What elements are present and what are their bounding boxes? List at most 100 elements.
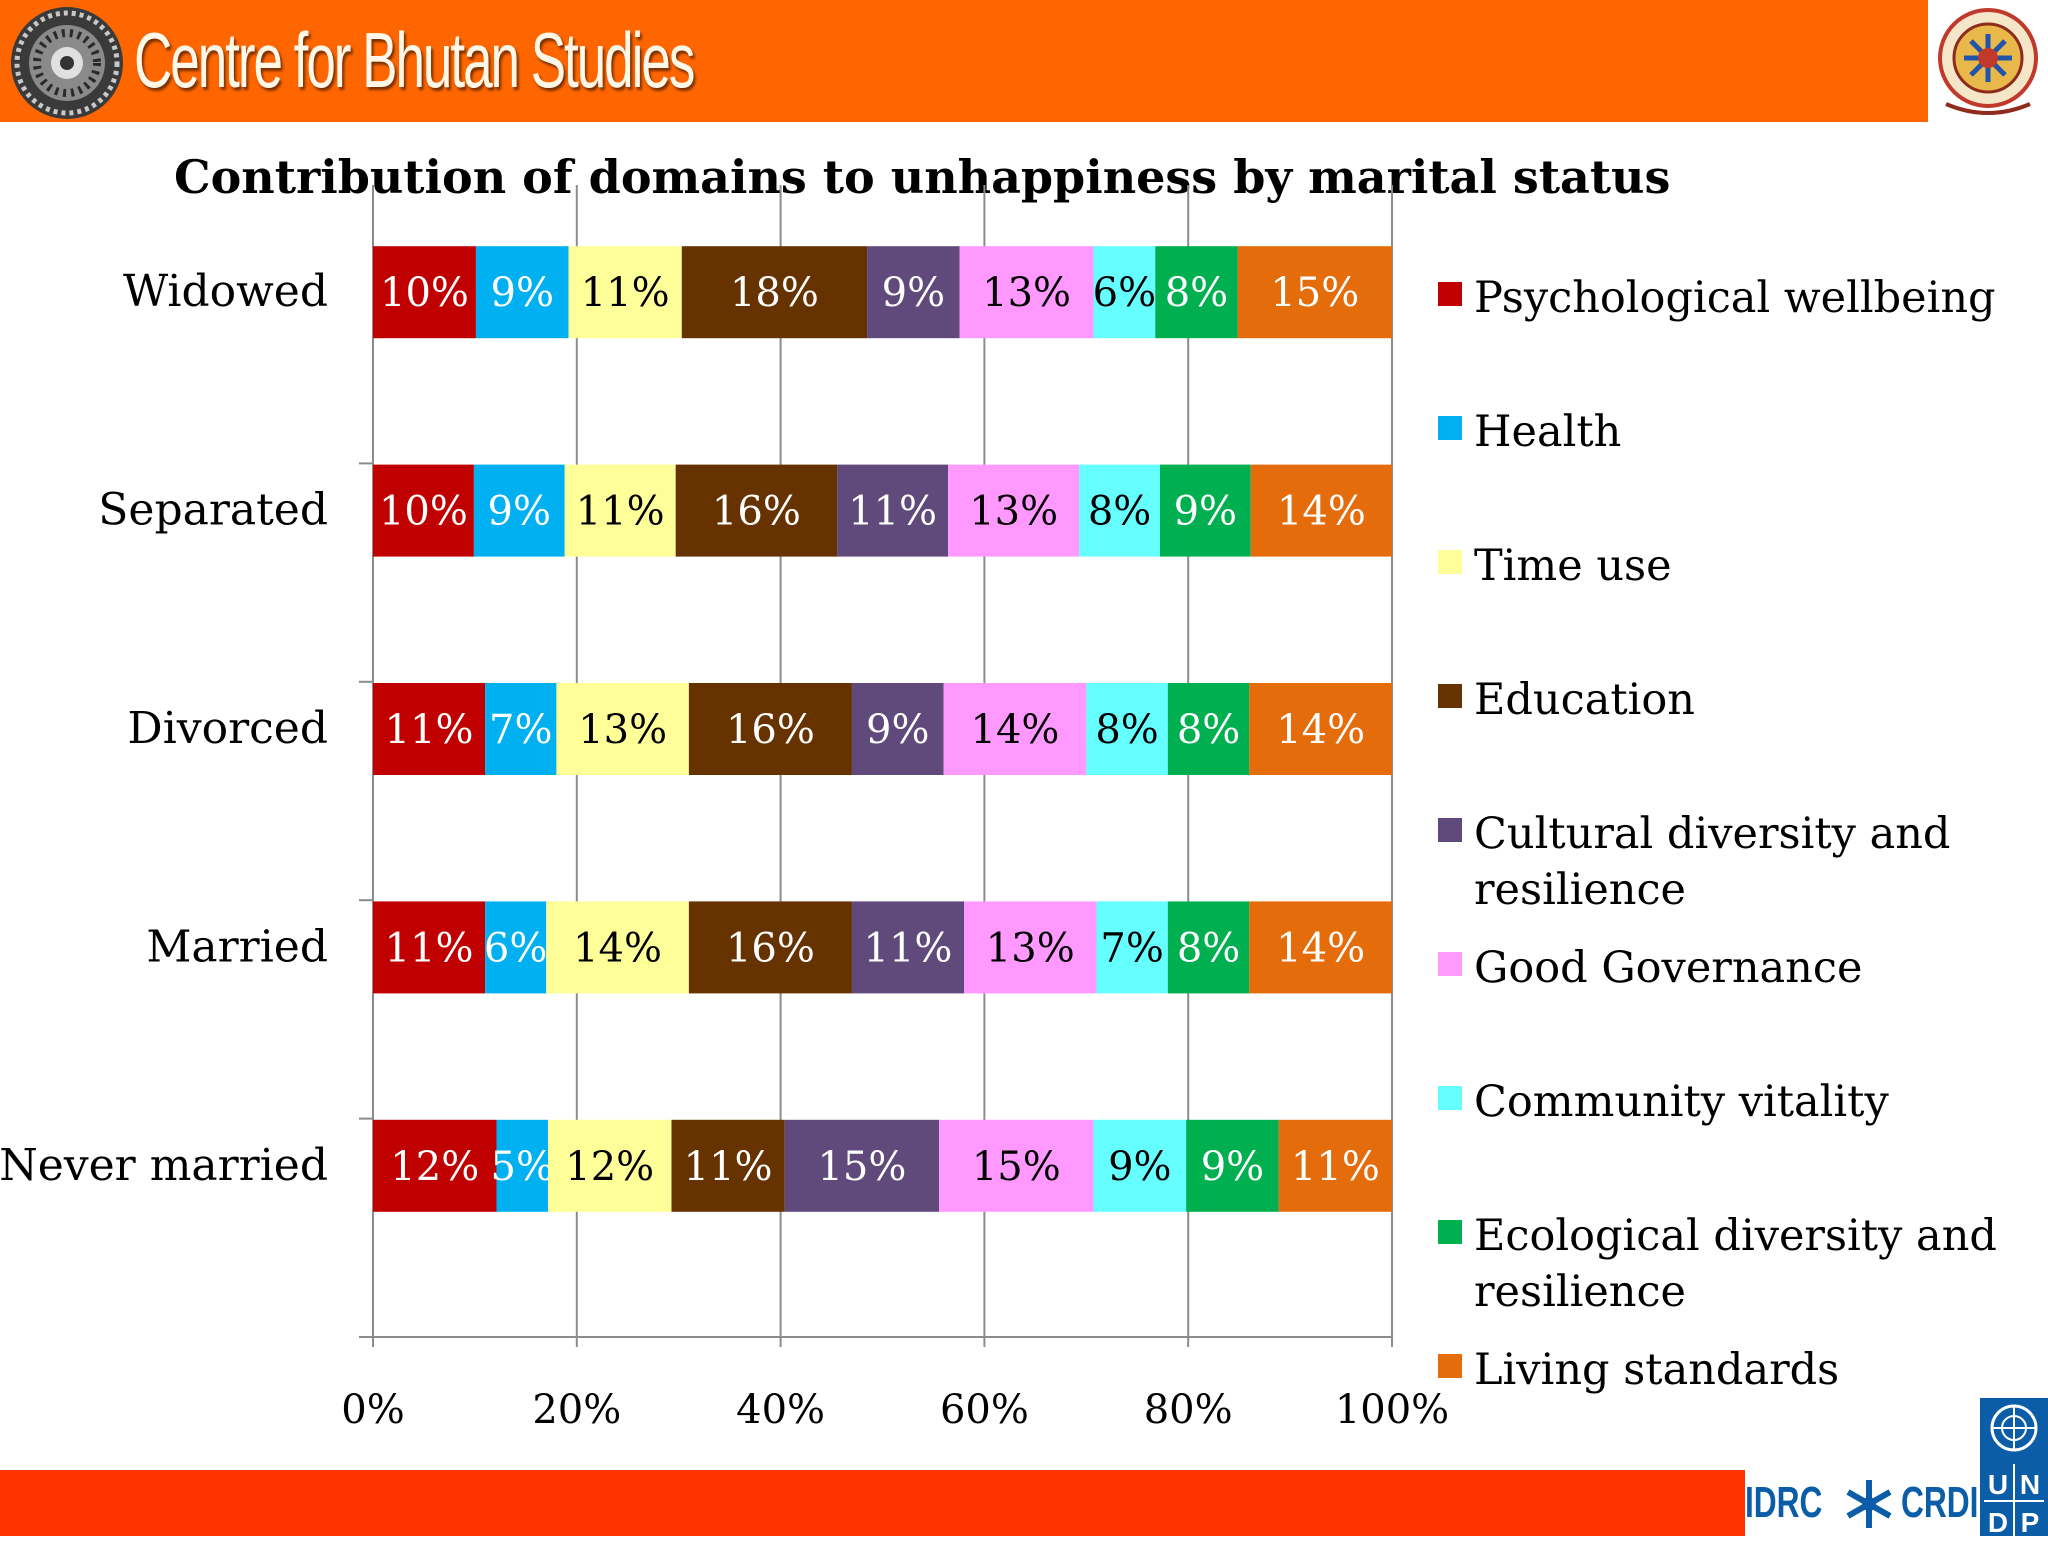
bar-segment bbox=[473, 464, 565, 557]
data-label: 15% bbox=[817, 1144, 906, 1190]
bar-segment bbox=[1079, 464, 1160, 557]
data-label: 11% bbox=[864, 925, 953, 971]
x-tick-label: 80% bbox=[1144, 1387, 1233, 1433]
data-label: 6% bbox=[484, 925, 547, 971]
data-label: 15% bbox=[1270, 270, 1359, 316]
x-tick-label: 100% bbox=[1335, 1387, 1449, 1433]
data-label: 15% bbox=[972, 1144, 1061, 1190]
data-label: 7% bbox=[489, 707, 552, 753]
bar-segment bbox=[373, 1119, 497, 1212]
data-label: 10% bbox=[379, 489, 468, 535]
bar-segment bbox=[867, 246, 960, 339]
data-label: 9% bbox=[1108, 1144, 1171, 1190]
legend-swatch bbox=[1438, 818, 1462, 842]
bar-segment bbox=[1155, 246, 1238, 339]
data-label: 11% bbox=[576, 489, 665, 535]
legend-label: Education bbox=[1474, 675, 1695, 725]
legend-label: Living standards bbox=[1474, 1345, 1840, 1395]
chart-title: Contribution of domains to unhappiness b… bbox=[174, 150, 1671, 204]
legend-swatch bbox=[1438, 1086, 1462, 1110]
bar-segment bbox=[1250, 464, 1392, 557]
bar-segment bbox=[373, 683, 486, 775]
bar-segment bbox=[675, 464, 838, 557]
bar-segment bbox=[948, 464, 1080, 557]
legend-swatch bbox=[1438, 1354, 1462, 1378]
bar-segment bbox=[373, 464, 474, 557]
data-label: 16% bbox=[726, 707, 815, 753]
data-label: 16% bbox=[726, 925, 815, 971]
legend-swatch bbox=[1438, 684, 1462, 708]
legend-label: Time use bbox=[1474, 541, 1672, 591]
data-label: 12% bbox=[390, 1144, 479, 1190]
bar-segment bbox=[485, 901, 547, 994]
data-label: 7% bbox=[1100, 925, 1163, 971]
bar-segment bbox=[546, 901, 689, 994]
legend-label: Ecological diversity and resilience bbox=[1474, 1211, 1997, 1317]
data-label: 14% bbox=[971, 707, 1060, 753]
category-label: Separated bbox=[98, 485, 328, 536]
data-label: 12% bbox=[565, 1144, 654, 1190]
partner-left-text: IDRC bbox=[1745, 1478, 1823, 1527]
data-label: 13% bbox=[986, 925, 1075, 971]
bar-segment bbox=[943, 683, 1087, 775]
data-label: 9% bbox=[488, 489, 551, 535]
legend-label: Good Governance bbox=[1474, 943, 1863, 993]
snowflake-icon bbox=[1846, 1480, 1892, 1528]
legend-label: Psychological wellbeing bbox=[1474, 273, 1996, 323]
bar-segment bbox=[564, 464, 676, 557]
undp-letter: D bbox=[1988, 1507, 2008, 1538]
data-label: 11% bbox=[848, 489, 937, 535]
data-label: 9% bbox=[866, 707, 929, 753]
data-label: 5% bbox=[491, 1144, 554, 1190]
data-label: 8% bbox=[1095, 707, 1158, 753]
emblem-icon bbox=[1938, 8, 2038, 115]
bar-segment bbox=[959, 246, 1094, 339]
bar-segment bbox=[547, 1119, 672, 1212]
legend-label: Health bbox=[1474, 407, 1622, 457]
bar-segment bbox=[1186, 1119, 1279, 1212]
idrc-crdi-logo: IDRC CRDI bbox=[1745, 1470, 1980, 1536]
data-label: 11% bbox=[385, 925, 474, 971]
bar-segment bbox=[688, 901, 852, 994]
x-tick-label: 40% bbox=[736, 1387, 825, 1433]
legend-swatch bbox=[1438, 416, 1462, 440]
legend-label: Community vitality bbox=[1474, 1077, 1889, 1127]
un-globe-icon bbox=[1990, 1404, 2038, 1452]
bar-segment bbox=[784, 1119, 940, 1212]
national-emblem bbox=[1928, 0, 2048, 122]
data-label: 9% bbox=[882, 270, 945, 316]
bar-segment bbox=[1249, 683, 1392, 775]
data-label: 6% bbox=[1093, 270, 1156, 316]
data-label: 9% bbox=[1201, 1144, 1264, 1190]
bar-segment bbox=[1086, 683, 1168, 775]
bar-segment bbox=[373, 901, 486, 994]
undp-letter: P bbox=[2021, 1507, 2040, 1538]
legend-label: Cultural diversity and resilience bbox=[1474, 809, 1951, 915]
data-label: 11% bbox=[1291, 1144, 1380, 1190]
category-label: Widowed bbox=[123, 266, 328, 317]
data-label: 14% bbox=[1276, 707, 1365, 753]
bar-segment bbox=[1249, 901, 1392, 994]
bar-segment bbox=[496, 1119, 548, 1212]
data-label: 13% bbox=[578, 707, 667, 753]
bar-segment bbox=[939, 1119, 1094, 1212]
bar-segment bbox=[851, 683, 944, 775]
undp-letters: U N D P bbox=[1984, 1464, 2044, 1538]
partner-right-text: CRDI bbox=[1901, 1478, 1979, 1527]
org-name: Centre for Bhutan Studies bbox=[134, 16, 695, 104]
bar-segment bbox=[1159, 464, 1251, 557]
bar-segment bbox=[688, 683, 852, 775]
bar-segment bbox=[475, 246, 569, 339]
category-label: Never married bbox=[0, 1140, 328, 1191]
data-label: 8% bbox=[1165, 270, 1228, 316]
data-label: 8% bbox=[1177, 925, 1240, 971]
data-label: 14% bbox=[573, 925, 662, 971]
bar-segment bbox=[1093, 1119, 1187, 1212]
legend-swatch bbox=[1438, 550, 1462, 574]
data-label: 11% bbox=[385, 707, 474, 753]
data-label: 18% bbox=[730, 270, 819, 316]
bar-segment bbox=[1093, 246, 1156, 339]
data-label: 11% bbox=[684, 1144, 773, 1190]
data-label: 8% bbox=[1088, 489, 1151, 535]
